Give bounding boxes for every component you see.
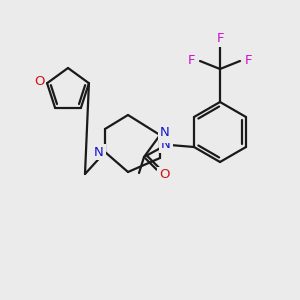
Text: O: O: [159, 169, 169, 182]
Text: F: F: [216, 32, 224, 46]
Text: N: N: [160, 127, 170, 140]
Text: F: F: [245, 53, 253, 67]
Text: N: N: [94, 146, 104, 158]
Text: O: O: [34, 75, 44, 88]
Text: N: N: [161, 139, 171, 152]
Text: H: H: [164, 131, 172, 141]
Text: F: F: [188, 53, 195, 67]
